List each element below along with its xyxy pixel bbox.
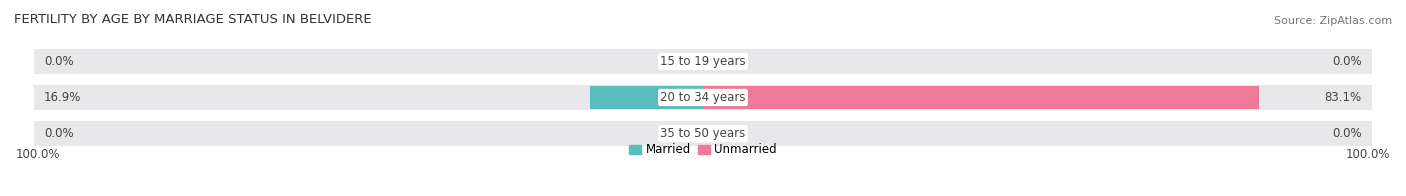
Text: 0.0%: 0.0% — [1333, 55, 1362, 68]
Text: 0.0%: 0.0% — [1333, 127, 1362, 140]
Bar — [34, 85, 1372, 110]
Bar — [703, 86, 1258, 109]
Text: 0.0%: 0.0% — [44, 127, 73, 140]
Legend: Married, Unmarried: Married, Unmarried — [624, 139, 782, 161]
Text: 16.9%: 16.9% — [44, 91, 82, 104]
Text: 83.1%: 83.1% — [1324, 91, 1362, 104]
Bar — [34, 49, 1372, 74]
Bar — [591, 86, 703, 109]
Bar — [34, 121, 1372, 146]
Text: 15 to 19 years: 15 to 19 years — [661, 55, 745, 68]
Text: 20 to 34 years: 20 to 34 years — [661, 91, 745, 104]
Text: 0.0%: 0.0% — [44, 55, 73, 68]
Text: 35 to 50 years: 35 to 50 years — [661, 127, 745, 140]
Text: 100.0%: 100.0% — [1346, 148, 1391, 161]
Text: FERTILITY BY AGE BY MARRIAGE STATUS IN BELVIDERE: FERTILITY BY AGE BY MARRIAGE STATUS IN B… — [14, 14, 371, 26]
Text: 100.0%: 100.0% — [15, 148, 60, 161]
Text: Source: ZipAtlas.com: Source: ZipAtlas.com — [1274, 16, 1392, 26]
